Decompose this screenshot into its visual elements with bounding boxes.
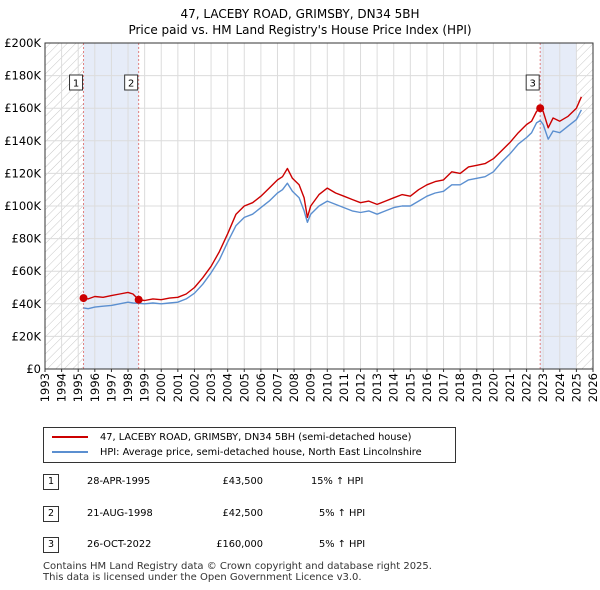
x-tick-label: 2025	[569, 373, 583, 402]
x-tick-label: 2013	[370, 373, 384, 402]
sale-label-box	[124, 74, 139, 91]
series-line-property	[83, 96, 583, 302]
legend-swatch-property	[52, 436, 88, 438]
x-tick-label: 2021	[503, 373, 517, 402]
sale-label-number: 3	[530, 79, 536, 90]
legend-swatch-hpi	[52, 451, 88, 453]
x-tick-label: 2011	[337, 373, 351, 402]
legend-label-hpi: HPI: Average price, semi-detached house,…	[100, 447, 422, 458]
sale-point	[134, 295, 143, 304]
x-tick-label: 2017	[437, 373, 451, 402]
x-tick-label: 2024	[553, 373, 567, 402]
sale-label-box	[69, 74, 84, 91]
y-tick-label: £140K	[4, 134, 41, 148]
x-tick-label: 2014	[387, 373, 401, 402]
x-tick-label: 2008	[287, 373, 301, 402]
x-tick-label: 2012	[354, 373, 368, 402]
sale-label-number: 2	[128, 79, 134, 90]
x-tick-label: 2019	[470, 373, 484, 402]
title: 47, LACEBY ROAD, GRIMSBY, DN34 5BH	[180, 7, 420, 21]
sale-point	[79, 294, 88, 303]
x-tick-label: 2002	[187, 373, 201, 402]
y-tick-label: £20K	[12, 329, 42, 343]
y-tick-label: £160K	[4, 101, 41, 115]
legend-label-property: 47, LACEBY ROAD, GRIMSBY, DN34 5BH (semi…	[100, 432, 412, 443]
y-tick-label: £100K	[4, 199, 41, 213]
x-tick-label: 2015	[403, 373, 417, 402]
x-tick-label: 2026	[586, 373, 600, 402]
sale-hpi-change: 5% ↑ HPI	[319, 508, 366, 519]
x-tick-label: 1999	[138, 373, 152, 402]
x-tick-label: 2000	[154, 373, 168, 402]
subtitle: Price paid vs. HM Land Registry's House …	[128, 23, 472, 37]
sale-date: 26-OCT-2022	[87, 539, 152, 550]
sale-number: 2	[43, 506, 59, 522]
plot-frame	[44, 42, 594, 370]
sale-number: 1	[43, 474, 59, 490]
x-tick-label: 2020	[486, 373, 500, 402]
y-tick-label: £200K	[4, 36, 41, 50]
x-tick-label: 2004	[221, 373, 235, 402]
x-tick-label: 1996	[88, 373, 102, 402]
sale-hpi-change: 5% ↑ HPI	[319, 539, 366, 550]
x-tick-label: 2003	[204, 373, 218, 402]
footer-licence: This data is licensed under the Open Gov…	[43, 572, 362, 583]
x-tick-label: 2001	[171, 373, 185, 402]
sale-date: 21-AUG-1998	[87, 508, 153, 519]
x-tick-label: 2006	[254, 373, 268, 402]
x-tick-label: 2005	[237, 373, 251, 402]
x-tick-label: 1993	[38, 373, 52, 402]
x-tick-label: 1997	[104, 373, 118, 402]
y-tick-label: £120K	[4, 166, 41, 180]
x-tick-label: 2007	[270, 373, 284, 402]
legend-item-property: 47, LACEBY ROAD, GRIMSBY, DN34 5BH (semi…	[52, 431, 411, 445]
sale-hpi-change: 15% ↑ HPI	[311, 476, 364, 487]
sale-point	[536, 104, 545, 113]
sale-price: £43,500	[222, 476, 263, 487]
x-tick-label: 1998	[121, 373, 135, 402]
y-tick-label: £40K	[12, 297, 42, 311]
sale-date: 28-APR-1995	[87, 476, 151, 487]
y-tick-label: £0	[26, 362, 41, 376]
x-tick-label: 2018	[453, 373, 467, 402]
x-tick-label: 2016	[420, 373, 434, 402]
sale-label-box	[525, 74, 540, 91]
series-line-hpi	[83, 109, 583, 310]
chart-title: 47, LACEBY ROAD, GRIMSBY, DN34 5BH Price…	[0, 6, 600, 38]
x-tick-label: 2022	[520, 373, 534, 402]
x-tick-label: 2023	[536, 373, 550, 402]
y-tick-label: £180K	[4, 69, 41, 83]
y-tick-label: £80K	[12, 232, 42, 246]
x-tick-label: 2010	[320, 373, 334, 402]
footer: Contains HM Land Registry data © Crown c…	[43, 561, 432, 583]
sale-label-number: 1	[73, 79, 79, 90]
legend: 47, LACEBY ROAD, GRIMSBY, DN34 5BH (semi…	[43, 427, 456, 463]
footer-copyright: Contains HM Land Registry data © Crown c…	[43, 561, 432, 572]
x-tick-label: 1994	[55, 373, 69, 402]
x-tick-label: 2009	[304, 373, 318, 402]
y-tick-label: £60K	[12, 264, 42, 278]
sale-price: £42,500	[222, 508, 263, 519]
legend-item-hpi: HPI: Average price, semi-detached house,…	[52, 446, 422, 460]
x-tick-label: 1995	[71, 373, 85, 402]
sale-price: £160,000	[216, 539, 263, 550]
sale-number: 3	[43, 537, 59, 553]
